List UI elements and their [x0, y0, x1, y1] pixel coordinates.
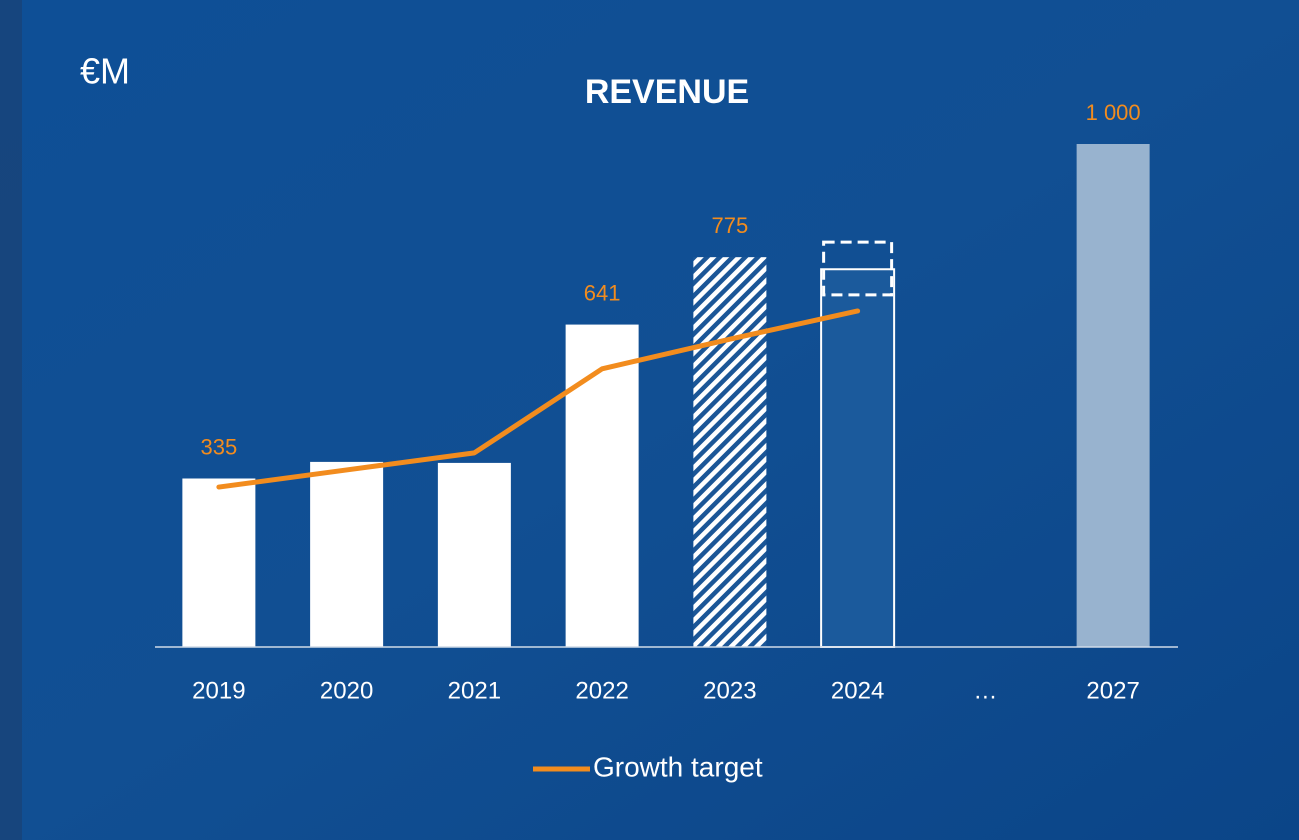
x-tick-label: 2020	[320, 677, 373, 704]
range-box	[822, 240, 894, 297]
x-tick-label: 2023	[703, 677, 756, 704]
x-tick-label: 2024	[831, 677, 884, 704]
x-tick-label: 2019	[192, 677, 245, 704]
chart-title: REVENUE	[585, 73, 749, 111]
legend-label: Growth target	[593, 751, 763, 782]
bar	[310, 461, 384, 647]
x-tick-label: 2027	[1086, 677, 1139, 704]
bar	[437, 462, 511, 647]
x-tick-label: 2022	[575, 677, 628, 704]
data-label: 1 000	[1086, 100, 1141, 125]
bar	[693, 257, 767, 647]
x-tick-label: 2021	[448, 677, 501, 704]
bar	[1076, 144, 1150, 647]
x-tick-label: …	[973, 677, 997, 704]
bar	[565, 324, 639, 647]
growth-line	[216, 308, 861, 490]
bar	[820, 268, 896, 648]
edge-strip	[0, 0, 22, 840]
data-label: 641	[584, 280, 621, 305]
data-label: 335	[201, 434, 238, 459]
unit-label: €M	[80, 51, 130, 92]
bar	[182, 478, 256, 647]
data-label: 775	[712, 213, 749, 238]
